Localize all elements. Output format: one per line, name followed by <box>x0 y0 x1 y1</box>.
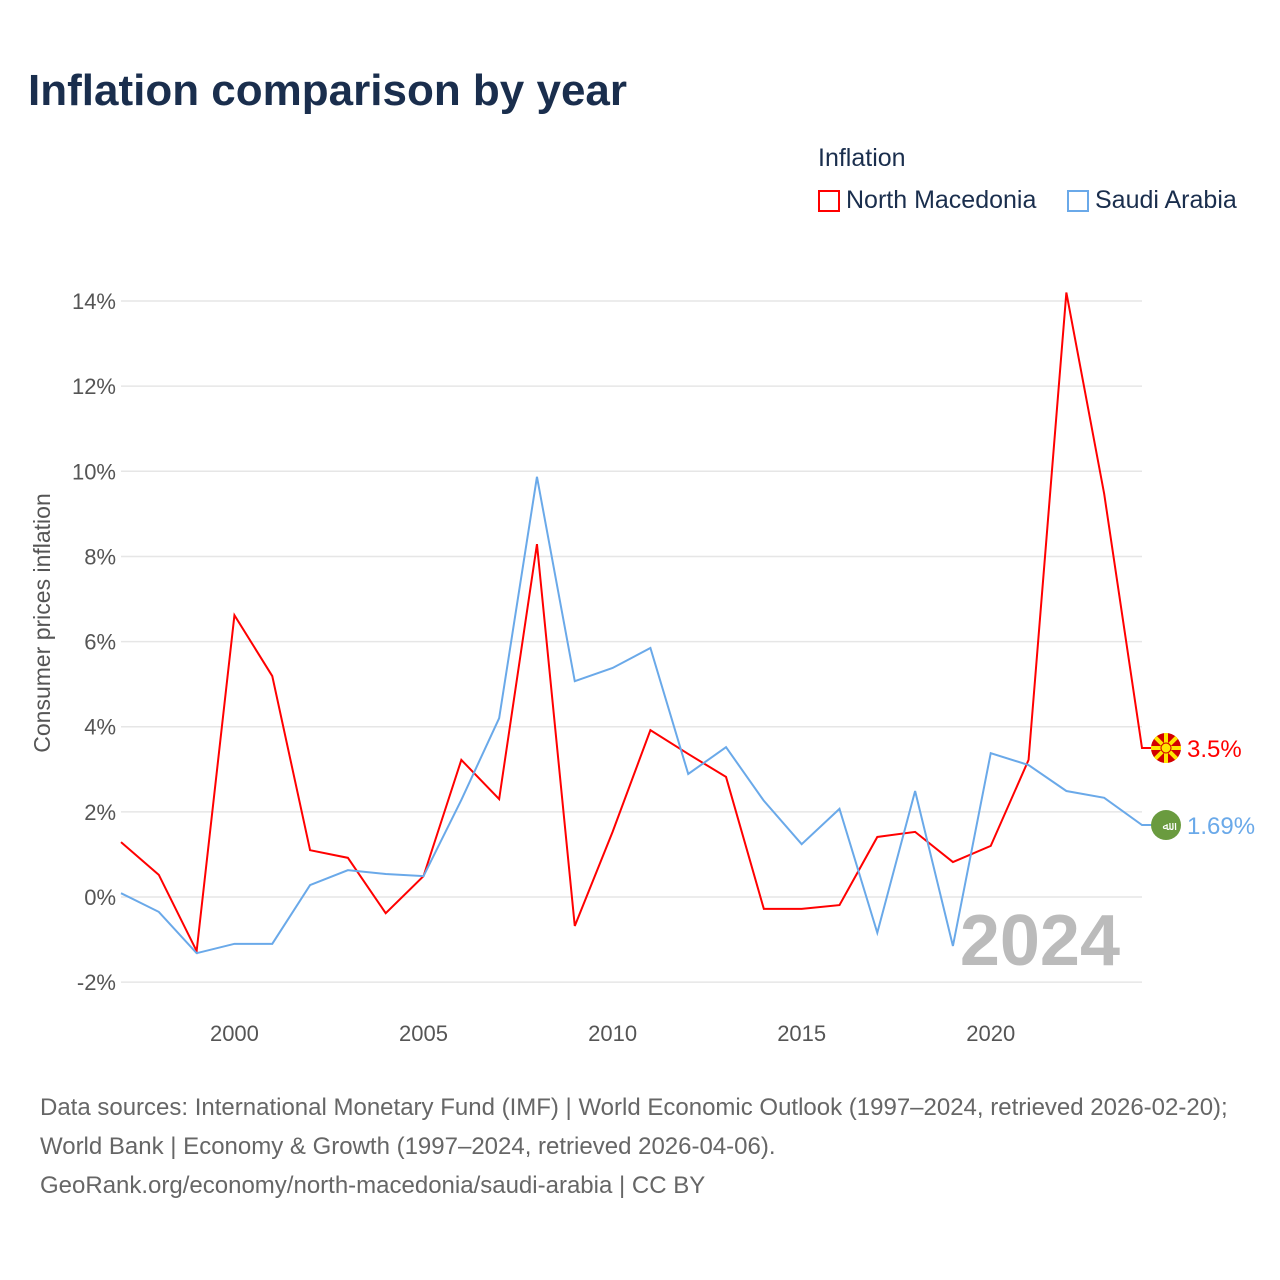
series-line-saudi-arabia <box>120 476 1156 955</box>
y-tick-label: 2% <box>84 800 116 825</box>
y-axis-label: Consumer prices inflation <box>29 493 55 753</box>
y-tick-label: 0% <box>84 885 116 910</box>
x-tick-label: 2015 <box>777 1021 826 1046</box>
credit-link[interactable]: GeoRank.org/economy/north-macedonia/saud… <box>40 1172 706 1199</box>
y-tick-label: 6% <box>84 630 116 655</box>
y-tick-label: 12% <box>72 374 116 399</box>
flag-sun <box>1160 742 1172 754</box>
y-tick-label: 14% <box>72 289 116 314</box>
x-tick-label: 2000 <box>210 1021 259 1046</box>
y-tick-label: 10% <box>72 459 116 484</box>
legend-label: Saudi Arabia <box>1095 186 1237 214</box>
x-tick-label: 2005 <box>399 1021 448 1046</box>
x-tick-label: 2020 <box>966 1021 1015 1046</box>
chart-title: Inflation comparison by year <box>28 66 628 115</box>
year-watermark: 2024 <box>960 901 1120 981</box>
legend-swatch-saudi-arabia <box>1067 189 1089 212</box>
footer: Data sources: International Monetary Fun… <box>40 1088 1250 1205</box>
end-value-label: 3.5% <box>1187 736 1242 763</box>
y-tick-label: -2% <box>77 970 116 995</box>
y-tick-label: 4% <box>84 715 116 740</box>
legend-swatch-north-macedonia <box>818 189 840 212</box>
flag-bg <box>1151 810 1181 841</box>
legend-item-north-macedonia[interactable]: North Macedonia <box>818 186 1036 215</box>
legend-label: North Macedonia <box>846 186 1037 214</box>
legend-title: Inflation <box>818 144 906 172</box>
legend-item-saudi-arabia[interactable]: Saudi Arabia <box>1067 186 1237 215</box>
series-line-north-macedonia <box>120 292 1156 955</box>
y-tick-label: 8% <box>84 544 116 569</box>
saudi-arabia-flag-icon: ﷲ <box>1151 810 1181 841</box>
x-tick-label: 2010 <box>588 1021 637 1046</box>
north-macedonia-flag-icon <box>1151 733 1181 764</box>
data-sources: Data sources: International Monetary Fun… <box>40 1094 1228 1160</box>
end-value-label: 1.69% <box>1187 813 1255 840</box>
